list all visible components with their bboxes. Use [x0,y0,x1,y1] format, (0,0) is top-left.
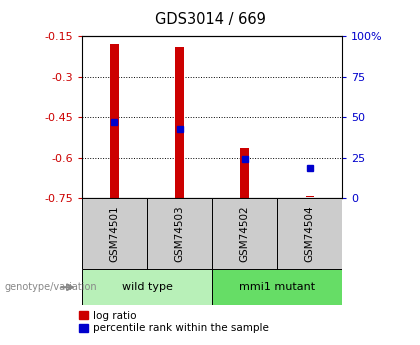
Text: GSM74501: GSM74501 [110,205,119,262]
Text: GSM74502: GSM74502 [240,205,249,262]
Text: GSM74504: GSM74504 [305,205,315,262]
Bar [212,269,342,305]
Bar [147,198,212,269]
Bar [277,198,342,269]
Bar [175,47,184,198]
Text: mmi1 mutant: mmi1 mutant [239,282,315,292]
Bar [305,196,314,197]
Text: genotype/variation: genotype/variation [4,282,97,292]
Bar [82,269,212,305]
Bar [82,198,147,269]
Text: wild type: wild type [121,282,173,292]
Legend: log ratio, percentile rank within the sample: log ratio, percentile rank within the sa… [79,310,269,333]
Bar [212,198,277,269]
Bar [110,44,119,198]
Text: GSM74503: GSM74503 [175,205,184,262]
Bar [240,148,249,198]
Text: GDS3014 / 669: GDS3014 / 669 [155,12,265,27]
